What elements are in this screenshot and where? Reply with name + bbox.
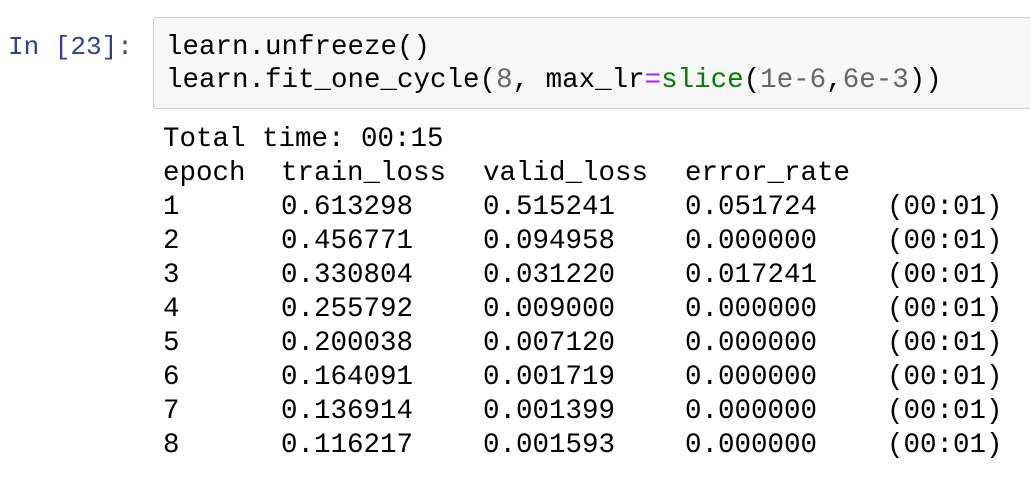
table-cell: 0.456771 (281, 226, 414, 257)
table-cell: 0.000000 (685, 430, 818, 461)
table-cell: 3 (163, 260, 180, 291)
table-cell: 4 (163, 294, 180, 325)
table-cell: (00:01) (887, 396, 1003, 427)
table-cell: 0.009000 (483, 294, 616, 325)
table-cell: 0.017241 (685, 260, 818, 291)
code-token: , max_lr (512, 65, 645, 96)
table-cell: 0.000000 (685, 362, 818, 393)
code-token: slice (661, 65, 744, 96)
code-token: 1e-6 (760, 65, 827, 96)
code-token: 8 (496, 65, 513, 96)
table-cell: 0.164091 (281, 362, 414, 393)
table-cell: 0.330804 (281, 260, 414, 291)
table-cell: 0.000000 (685, 396, 818, 427)
table-cell: 0.007120 (483, 328, 616, 359)
table-cell: 0.136914 (281, 396, 414, 427)
table-header: error_rate (685, 158, 851, 189)
table-cell: 0.001593 (483, 430, 616, 461)
table-cell: (00:01) (887, 430, 1003, 461)
table-cell: 0.515241 (483, 192, 616, 223)
table-header: epoch (163, 158, 246, 189)
input-prompt: In [23]: (8, 32, 133, 62)
code-token: learn.unfreeze() (166, 32, 431, 63)
table-cell: 1 (163, 192, 180, 223)
table-cell: (00:01) (887, 362, 1003, 393)
code-line: learn.fit_one_cycle(8, max_lr=slice(1e-6… (166, 65, 942, 97)
table-cell: 0.000000 (685, 328, 818, 359)
table-cell: 0.001399 (483, 396, 616, 427)
code-cell[interactable] (153, 17, 1030, 109)
table-header: train_loss (281, 158, 447, 189)
table-cell: 8 (163, 430, 180, 461)
table-cell: (00:01) (887, 260, 1003, 291)
code-token: ( (743, 65, 761, 96)
table-cell: 0.000000 (685, 226, 818, 257)
table-cell: 0.031220 (483, 260, 616, 291)
table-cell: 0.613298 (281, 192, 414, 223)
total-time: Total time: 00:15 (163, 124, 444, 155)
table-cell: 0.255792 (281, 294, 414, 325)
table-cell: 0.200038 (281, 328, 414, 359)
table-cell: 6 (163, 362, 180, 393)
table-cell: 0.051724 (685, 192, 818, 223)
code-token: = (644, 65, 662, 96)
code-line: learn.unfreeze() (166, 32, 430, 64)
code-token: learn.fit_one_cycle( (166, 65, 497, 96)
code-token: 6e-3 (842, 65, 909, 96)
table-cell: 7 (163, 396, 180, 427)
table-cell: (00:01) (887, 192, 1003, 223)
table-header: valid_loss (483, 158, 649, 189)
table-cell: (00:01) (887, 328, 1003, 359)
table-cell: 0.116217 (281, 430, 414, 461)
table-cell: (00:01) (887, 294, 1003, 325)
code-token: , (826, 65, 843, 96)
table-cell: (00:01) (887, 226, 1003, 257)
table-cell: 0.094958 (483, 226, 616, 257)
table-cell: 5 (163, 328, 180, 359)
code-token: )) (908, 65, 942, 96)
table-cell: 0.001719 (483, 362, 616, 393)
table-cell: 2 (163, 226, 180, 257)
table-cell: 0.000000 (685, 294, 818, 325)
